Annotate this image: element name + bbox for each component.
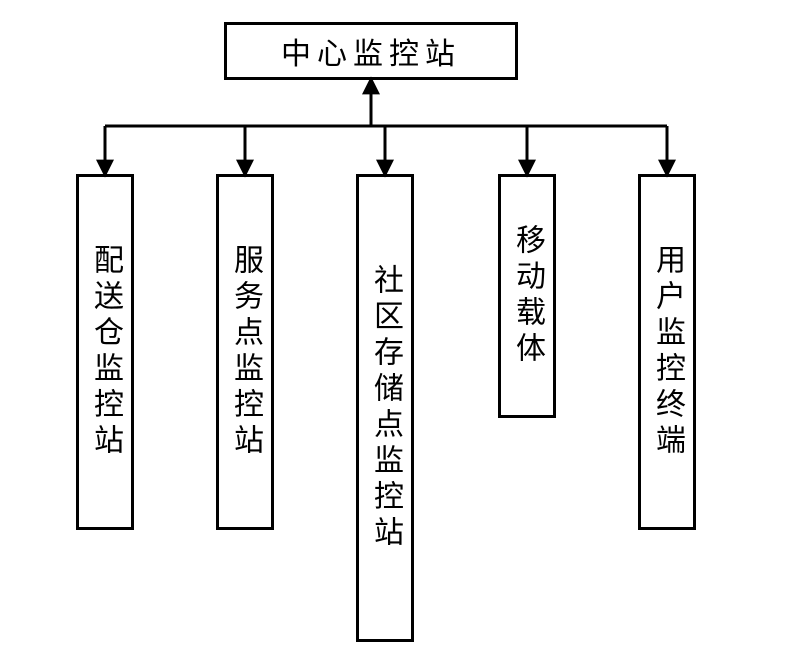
child-label-1: 服务点监控站 xyxy=(223,244,267,460)
root-node: 中心监控站 xyxy=(224,22,518,80)
root-label: 中心监控站 xyxy=(281,29,461,73)
child-label-2: 社区存储点监控站 xyxy=(363,264,407,552)
child-node-0: 配送仓监控站 xyxy=(76,174,134,530)
child-node-1: 服务点监控站 xyxy=(216,174,274,530)
child-node-2: 社区存储点监控站 xyxy=(356,174,414,642)
child-node-4: 用户监控终端 xyxy=(638,174,696,530)
child-label-3: 移动载体 xyxy=(505,224,549,368)
child-label-0: 配送仓监控站 xyxy=(83,244,127,460)
child-node-3: 移动载体 xyxy=(498,174,556,418)
child-label-4: 用户监控终端 xyxy=(645,244,689,460)
